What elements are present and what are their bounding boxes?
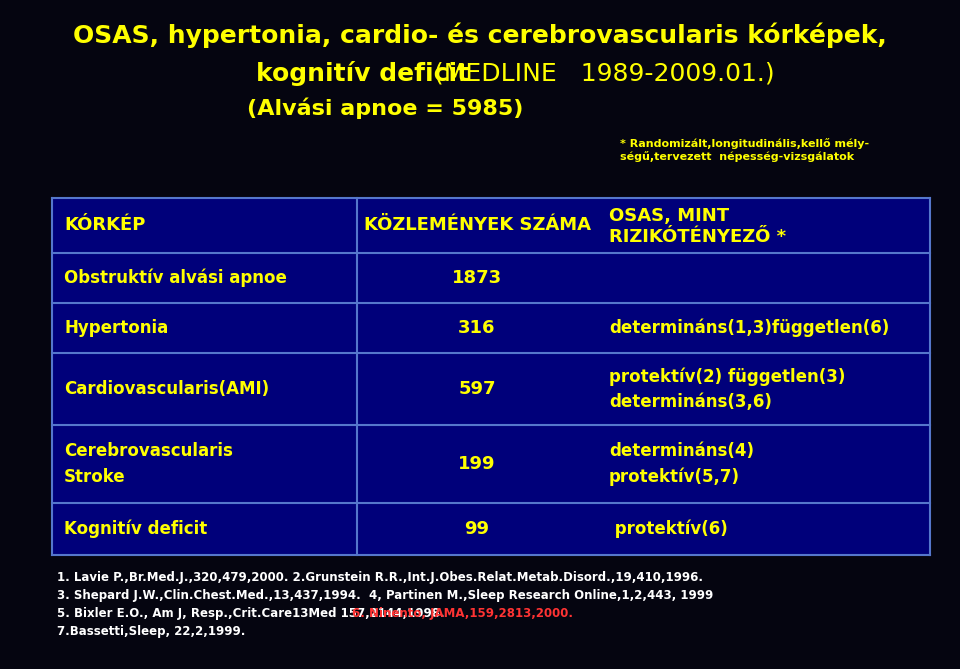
Text: KÓRKÉP: KÓRKÉP: [64, 217, 145, 235]
Text: 1873: 1873: [452, 269, 502, 287]
Text: 7.Bassetti,Sleep, 22,2,1999.: 7.Bassetti,Sleep, 22,2,1999.: [57, 625, 246, 638]
Bar: [52, 198, 930, 555]
Text: 1. Lavie P.,Br.Med.J.,320,479,2000. 2.Grunstein R.R.,Int.J.Obes.Relat.Metab.Diso: 1. Lavie P.,Br.Med.J.,320,479,2000. 2.Gr…: [57, 571, 703, 584]
Text: Obstruktív alvási apnoe: Obstruktív alvási apnoe: [64, 269, 287, 287]
Text: Kognitív deficit: Kognitív deficit: [64, 520, 207, 539]
Text: 99: 99: [465, 520, 490, 538]
Text: 5. Bixler E.O., Am J, Resp.,Crit.Care13Med 157,2144,1998.: 5. Bixler E.O., Am J, Resp.,Crit.Care13M…: [57, 607, 448, 620]
Text: (MEDLINE   1989-2009.01.): (MEDLINE 1989-2009.01.): [434, 61, 775, 85]
Text: protektív(6): protektív(6): [609, 520, 728, 539]
Text: Cardiovascularis(AMI): Cardiovascularis(AMI): [64, 380, 269, 398]
Text: 3. Shepard J.W.,Clin.Chest.Med.,13,437,1994.  4, Partinen M.,Sleep Research Onli: 3. Shepard J.W.,Clin.Chest.Med.,13,437,1…: [57, 589, 713, 602]
Text: KÖZLEMÉNYEK SZÁMA: KÖZLEMÉNYEK SZÁMA: [364, 217, 590, 235]
Text: (Alvási apnoe = 5985): (Alvási apnoe = 5985): [247, 97, 523, 119]
Text: Cerebrovascularis
Stroke: Cerebrovascularis Stroke: [64, 442, 233, 486]
Text: 597: 597: [458, 380, 495, 398]
Text: 199: 199: [458, 455, 495, 473]
Text: 316: 316: [458, 319, 495, 337]
Text: OSAS, hypertonia, cardio- és cerebrovascularis kórképek,: OSAS, hypertonia, cardio- és cerebrovasc…: [73, 22, 887, 47]
Text: Hypertonia: Hypertonia: [64, 319, 168, 337]
Text: OSAS, MINT: OSAS, MINT: [609, 207, 730, 225]
Text: protektív(2) független(3)
determináns(3,6): protektív(2) független(3) determináns(3,…: [609, 367, 846, 411]
Text: kognitív deficit: kognitív deficit: [256, 60, 478, 86]
Text: RIZIKÓTÉNYEZŐ *: RIZIKÓTÉNYEZŐ *: [609, 229, 786, 246]
Text: * Randomizált,longitudinális,kellő mély-
ségű,tervezett  népesség-vizsgálatok: * Randomizált,longitudinális,kellő mély-…: [620, 138, 869, 162]
Text: determináns(4)
protektív(5,7): determináns(4) protektív(5,7): [609, 442, 754, 486]
Text: determináns(1,3)független(6): determináns(1,3)független(6): [609, 318, 889, 337]
Text: 6. Ninento, JAMA,159,2813,2000.: 6. Ninento, JAMA,159,2813,2000.: [351, 607, 572, 620]
